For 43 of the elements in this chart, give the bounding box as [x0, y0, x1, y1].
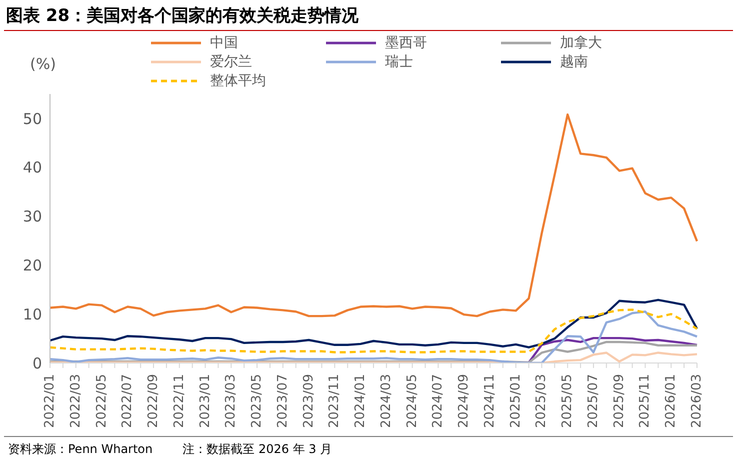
legend-label: 瑞士: [385, 53, 413, 71]
x-tick-label: 2025/01: [508, 374, 524, 428]
x-tick-label: 2024/11: [482, 374, 498, 428]
x-tick-label: 2026/03: [690, 374, 704, 428]
x-tick-label: 2025/05: [560, 374, 576, 428]
x-tick-label: 2025/09: [612, 374, 627, 428]
x-tick-label: 2023/01: [198, 374, 213, 428]
x-tick-label: 2022/05: [94, 374, 110, 428]
x-tick-label: 2024/07: [430, 374, 446, 428]
x-tick-label: 2025/07: [586, 374, 601, 428]
x-tick-label: 2023/07: [275, 374, 290, 428]
x-tick-label: 2024/09: [456, 374, 472, 428]
text: 注：数据截至 2026 年 3 月: [182, 441, 332, 458]
x-tick-label: 2024/03: [378, 374, 394, 428]
text: 资料来源：Penn Wharton: [8, 441, 153, 458]
x-tick-label: 2023/05: [250, 374, 265, 428]
y-axis-title: (%): [30, 55, 56, 73]
x-tick-label: 2022/11: [172, 374, 187, 428]
y-tick-label: 30: [22, 208, 42, 226]
x-tick-label: 2022/07: [120, 374, 136, 428]
y-tick-label: 10: [22, 305, 42, 324]
x-tick-label: 2022/09: [146, 374, 162, 428]
legend-label: 中国: [210, 34, 238, 52]
y-tick-label: 40: [22, 158, 42, 177]
x-tick-label: 2023/09: [301, 374, 316, 428]
y-tick-label: 20: [22, 256, 42, 275]
x-tick-label: 2025/11: [638, 374, 653, 428]
x-tick-label: 2026/01: [664, 374, 679, 428]
y-tick-label: 50: [22, 110, 42, 128]
y-tick-label: 0: [32, 354, 42, 372]
x-tick-label: 2023/11: [327, 374, 342, 428]
legend-label: 爱尔兰: [210, 53, 252, 71]
x-tick-label: 2025/03: [534, 374, 550, 428]
x-tick-label: 2022/03: [68, 374, 84, 428]
x-tick-label: 2022/01: [42, 374, 58, 428]
x-tick-label: 2024/05: [404, 374, 420, 428]
legend-label: 加拿大: [560, 34, 602, 52]
legend-label: 墨西哥: [385, 34, 427, 52]
legend-label: 整体平均: [210, 72, 266, 90]
legend-label: 越南: [560, 53, 588, 71]
x-tick-label: 2024/01: [353, 374, 368, 428]
chart-title: 图表 28：美国对各个国家的有效关税走势情况: [6, 5, 359, 27]
x-tick-label: 2023/03: [224, 374, 239, 428]
